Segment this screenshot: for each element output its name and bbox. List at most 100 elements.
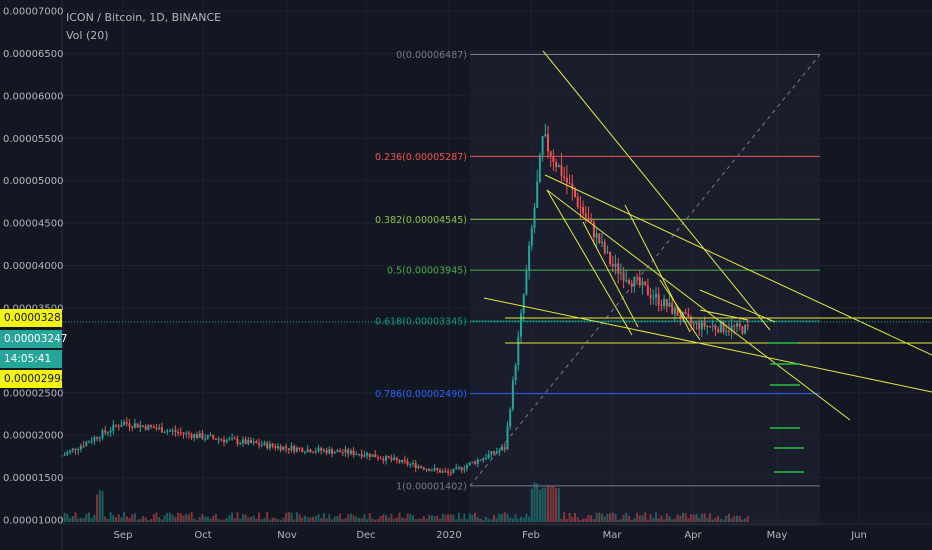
volume-bar	[409, 513, 412, 522]
candle-body	[382, 458, 385, 461]
candle-body	[563, 176, 566, 178]
volume-bar	[88, 512, 90, 522]
trendline[interactable]	[699, 309, 749, 321]
candle-body	[414, 463, 417, 469]
fib-zone	[470, 50, 820, 526]
volume-bar	[541, 487, 544, 522]
price-axis[interactable]: 0.00007000 0.00006500 0.00006000 0.00005500…	[3, 0, 63, 550]
candle-body	[452, 468, 455, 474]
y-tick-label: 0.00003500	[3, 303, 63, 314]
candle-body	[495, 452, 498, 454]
volume-bar	[660, 515, 663, 522]
candle-body	[136, 423, 139, 428]
candle-body	[66, 452, 69, 455]
candle-body	[474, 461, 477, 464]
volume-bar	[271, 517, 274, 522]
volume-bar	[328, 514, 331, 522]
volume-bar	[617, 519, 620, 522]
candle-body	[166, 430, 169, 433]
volume-bar	[571, 517, 574, 522]
trendline[interactable]	[546, 189, 851, 421]
volume-bar	[736, 515, 738, 522]
candle-body	[331, 449, 333, 454]
volume-bar	[290, 512, 293, 522]
volume-bar	[98, 489, 101, 522]
trendline[interactable]	[582, 221, 639, 328]
volume-bar	[96, 494, 99, 522]
candle-body	[223, 439, 225, 443]
trendline[interactable]	[483, 297, 932, 393]
candle-body	[457, 467, 460, 469]
volume-bar	[584, 518, 587, 522]
volume-bar	[363, 514, 366, 522]
candle-body	[571, 183, 574, 190]
candle-body	[301, 448, 304, 453]
volume-bar	[582, 518, 585, 522]
volume-bar	[385, 514, 387, 522]
time-axis[interactable]: Sep Oct Nov Dec 2020 Feb Mar Apr May Jun	[62, 523, 932, 541]
candle-body	[598, 233, 601, 244]
trendline[interactable]	[624, 204, 691, 333]
y-tick-label: 0.00005500	[3, 134, 63, 145]
volume-bar	[606, 513, 609, 522]
volume-bar	[509, 517, 512, 522]
volume-bar	[355, 516, 358, 522]
price-tag-1: 0.00003287	[0, 309, 67, 327]
trendline[interactable]	[699, 289, 776, 323]
candle-body	[174, 430, 177, 433]
volume-bar	[374, 519, 377, 522]
candle-body	[187, 432, 190, 435]
candle-body	[285, 446, 288, 449]
candle-body	[214, 438, 217, 440]
trendline[interactable]	[542, 50, 771, 331]
volume-bar	[133, 513, 136, 522]
candle-body	[228, 438, 231, 440]
candle-body	[476, 459, 479, 464]
candle-body	[266, 442, 269, 449]
candle-body	[112, 424, 115, 431]
fib-level-label: 0.786(0.00002490)	[375, 389, 467, 400]
volume-bar	[592, 519, 595, 522]
volume-bar	[468, 513, 471, 522]
candle-body	[736, 323, 738, 327]
candle-body	[333, 452, 336, 454]
candle-body	[603, 241, 606, 253]
volume-bar	[560, 518, 563, 522]
candle-body	[282, 446, 285, 451]
candle-body	[738, 323, 741, 327]
volume-bar	[74, 512, 77, 522]
volume-bar	[393, 518, 396, 522]
volume-bar	[182, 515, 185, 522]
volume-bar	[258, 512, 261, 522]
candle-body	[439, 469, 441, 473]
price-tag-2: 0.00002998	[0, 370, 67, 388]
volume-bar	[85, 513, 88, 522]
candle-body	[293, 446, 296, 452]
trendline[interactable]	[544, 174, 932, 356]
volume-bar	[301, 517, 304, 522]
candle-body	[363, 455, 366, 457]
candle-body	[395, 457, 398, 461]
volume-bar	[263, 518, 266, 522]
volume-bar	[587, 514, 590, 522]
trendline[interactable]	[659, 279, 701, 341]
candle-body	[255, 441, 258, 444]
x-tick-label: Jun	[850, 530, 867, 541]
volume-bar	[484, 516, 487, 522]
candle-body	[247, 439, 250, 444]
x-tick-label: Dec	[356, 530, 375, 541]
volume-bar	[71, 516, 74, 522]
candle-body	[663, 299, 666, 307]
volume-bar	[517, 518, 520, 522]
candle-body	[606, 251, 609, 253]
chart-title: ICON / Bitcoin, 1D, BINANCE	[66, 11, 222, 24]
candle-body	[393, 457, 396, 460]
candle-body	[398, 460, 401, 463]
volume-bar	[490, 519, 493, 522]
volume-bar	[260, 519, 263, 522]
volume-indicator-label[interactable]: Vol (20)	[66, 29, 109, 42]
trendline[interactable]	[546, 189, 633, 336]
volume-bar	[406, 513, 409, 522]
volume-bar	[158, 517, 161, 522]
